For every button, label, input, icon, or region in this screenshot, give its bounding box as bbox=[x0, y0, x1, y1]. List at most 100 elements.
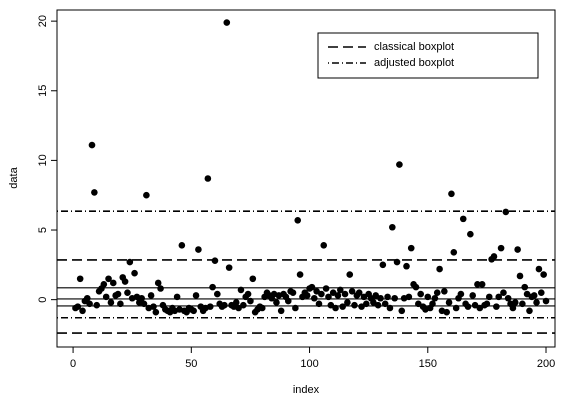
point bbox=[225, 264, 233, 271]
point bbox=[292, 304, 299, 312]
point bbox=[244, 290, 252, 298]
point bbox=[273, 299, 280, 306]
point bbox=[114, 290, 122, 298]
point bbox=[143, 191, 150, 199]
point bbox=[223, 19, 231, 26]
point bbox=[457, 290, 465, 298]
x-tick-label: 150 bbox=[419, 358, 437, 370]
point bbox=[284, 297, 292, 305]
point bbox=[117, 300, 124, 308]
point bbox=[315, 300, 323, 308]
point bbox=[417, 290, 424, 298]
point bbox=[178, 242, 186, 249]
point bbox=[535, 265, 543, 273]
point bbox=[296, 271, 304, 278]
x-tick-label: 50 bbox=[185, 358, 197, 370]
point bbox=[102, 293, 110, 301]
point bbox=[325, 293, 332, 301]
point bbox=[346, 271, 354, 278]
point bbox=[362, 300, 370, 308]
point bbox=[86, 300, 93, 308]
point bbox=[431, 294, 439, 302]
point bbox=[483, 300, 491, 308]
point bbox=[209, 283, 216, 291]
y-tick-label: 5 bbox=[37, 227, 49, 233]
point bbox=[452, 304, 460, 312]
point bbox=[533, 299, 540, 306]
point bbox=[140, 300, 148, 308]
point bbox=[433, 289, 441, 296]
y-tick-label: 10 bbox=[37, 154, 49, 166]
point bbox=[93, 301, 101, 309]
point bbox=[258, 304, 266, 312]
point bbox=[393, 258, 401, 266]
point bbox=[303, 292, 311, 299]
point bbox=[320, 242, 328, 249]
point bbox=[381, 300, 389, 308]
point bbox=[83, 294, 91, 302]
point bbox=[204, 175, 212, 182]
x-tick-label: 200 bbox=[537, 358, 555, 370]
point bbox=[500, 289, 507, 296]
point bbox=[355, 289, 363, 296]
point bbox=[173, 293, 181, 301]
point bbox=[126, 258, 134, 266]
legend-box bbox=[317, 32, 539, 79]
point bbox=[441, 287, 448, 295]
point bbox=[495, 293, 503, 301]
point bbox=[467, 230, 474, 238]
point bbox=[490, 253, 498, 260]
point bbox=[389, 223, 396, 231]
point bbox=[341, 290, 349, 298]
point bbox=[521, 283, 529, 291]
point bbox=[429, 300, 436, 308]
point bbox=[502, 208, 510, 216]
point bbox=[249, 275, 257, 283]
point bbox=[403, 262, 410, 270]
point bbox=[459, 215, 467, 223]
point bbox=[289, 289, 297, 296]
point bbox=[542, 297, 550, 305]
point bbox=[537, 289, 545, 296]
point bbox=[100, 281, 108, 288]
y-tick-label: 15 bbox=[37, 85, 49, 97]
point bbox=[88, 141, 96, 149]
point bbox=[221, 301, 228, 309]
point bbox=[150, 303, 157, 310]
point bbox=[436, 265, 443, 273]
point bbox=[516, 272, 524, 280]
point bbox=[391, 294, 398, 302]
point bbox=[157, 285, 164, 292]
point bbox=[405, 293, 413, 301]
point bbox=[310, 294, 318, 302]
y-axis-label: data bbox=[8, 166, 20, 188]
point bbox=[348, 287, 356, 295]
point bbox=[240, 301, 247, 309]
point bbox=[76, 275, 84, 283]
point bbox=[412, 283, 420, 291]
point bbox=[407, 244, 415, 252]
point bbox=[339, 303, 346, 310]
point bbox=[443, 308, 450, 316]
point bbox=[154, 279, 162, 287]
point bbox=[377, 294, 384, 302]
point bbox=[237, 286, 245, 294]
point bbox=[493, 303, 500, 310]
point bbox=[105, 275, 112, 283]
point bbox=[121, 278, 129, 285]
point bbox=[318, 290, 325, 298]
x-tick-label: 0 bbox=[70, 358, 76, 370]
point bbox=[478, 281, 486, 288]
point bbox=[386, 304, 394, 312]
point bbox=[195, 246, 202, 253]
point bbox=[74, 303, 82, 310]
point bbox=[504, 294, 512, 302]
point bbox=[379, 261, 387, 269]
point bbox=[91, 189, 98, 196]
point bbox=[509, 304, 517, 312]
point bbox=[448, 190, 455, 198]
point bbox=[464, 303, 472, 310]
point bbox=[107, 299, 115, 306]
legend-label: adjusted boxplot bbox=[374, 57, 454, 69]
point bbox=[332, 304, 339, 312]
